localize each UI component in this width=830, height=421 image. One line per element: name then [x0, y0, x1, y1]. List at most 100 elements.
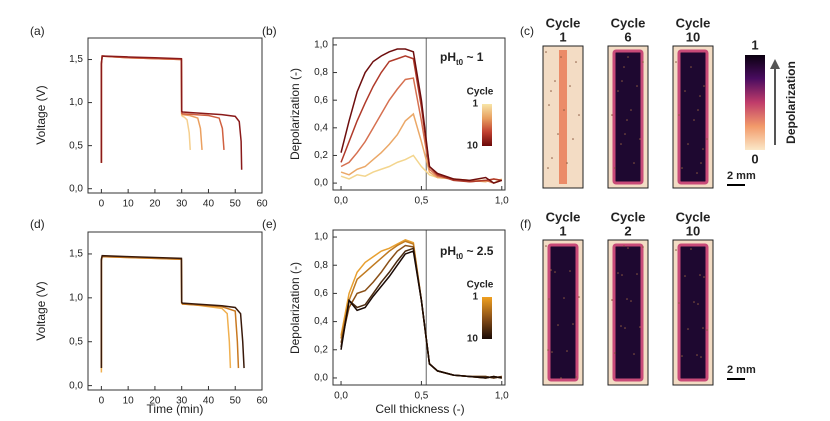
x-tick-label: 0,0 [334, 391, 348, 402]
image-depolarized [612, 49, 644, 185]
y-tick-label: 1,0 [69, 292, 83, 303]
image-speck [551, 157, 553, 159]
image-speck [687, 328, 689, 330]
column-title: Cycle [546, 15, 581, 30]
y-tick-label: 1,5 [69, 54, 83, 65]
image-speck [697, 109, 699, 111]
column-cycle: 1 [559, 29, 566, 44]
y-tick-label: 0,4 [314, 122, 328, 133]
image-speck [627, 247, 629, 249]
data-line [100, 55, 203, 163]
column-title: Cycle [676, 15, 711, 30]
x-tick-label: 0,5 [414, 196, 428, 207]
image-speck [560, 377, 562, 379]
image-speck [614, 167, 616, 169]
image-speck [681, 355, 683, 357]
image-speck [563, 297, 565, 299]
image-speck [572, 323, 574, 325]
image-speck [557, 133, 559, 135]
x-tick-label: 0,5 [414, 391, 428, 402]
y-tick-label: 1,5 [69, 249, 83, 260]
y-axis-label: Voltage (V) [34, 281, 48, 340]
image-speck [545, 51, 547, 53]
image-stripe [559, 50, 567, 184]
annotation-text: pH [440, 244, 456, 258]
x-tick-label: 10 [123, 396, 135, 407]
x-tick-label: 40 [203, 396, 215, 407]
image-speck [699, 95, 701, 97]
y-tick-label: 0,4 [314, 316, 328, 327]
image-speck [703, 85, 705, 87]
column-title: Cycle [676, 209, 711, 224]
image-speck [575, 61, 577, 63]
image-speck [623, 66, 625, 68]
image-speck [611, 299, 613, 301]
image-speck [678, 114, 680, 116]
plot-frame [87, 37, 263, 194]
column-title: Cycle [611, 15, 646, 30]
image-speck [681, 167, 683, 169]
colorbar [482, 297, 492, 339]
data-line [100, 255, 232, 373]
colorbar-tick-label: 10 [467, 334, 479, 345]
panel-label: (c) [520, 24, 534, 38]
image-speck [548, 298, 550, 300]
image-speck [621, 80, 623, 82]
y-tick-label: 0,6 [314, 288, 328, 299]
y-axis-label: Depolarization (-) [288, 68, 302, 160]
image-speck [578, 296, 580, 298]
image-speck [626, 298, 628, 300]
image-speck [563, 109, 565, 111]
colorbar-label: Depolarization [784, 61, 798, 144]
y-tick-label: 0,0 [69, 380, 83, 391]
y-tick-label: 1,0 [314, 40, 328, 51]
x-tick-label: 30 [176, 396, 188, 407]
colorbar-title: Cycle [467, 280, 494, 291]
image-speck [575, 376, 577, 378]
image-speck [693, 301, 695, 303]
x-tick-label: 20 [149, 396, 161, 407]
y-axis-label: Depolarization (-) [288, 262, 302, 354]
image-speck [617, 272, 619, 274]
image-speck [700, 162, 702, 164]
image-speck [690, 248, 692, 250]
annotation: pHt0 ~ 2.5 [440, 244, 494, 260]
image-speck [675, 249, 677, 251]
panel-label: (a) [30, 24, 45, 38]
image-speck [639, 326, 641, 328]
panel-label: (e) [262, 217, 277, 231]
image-speck [684, 90, 686, 92]
image-speck [620, 143, 622, 145]
x-tick-label: 30 [176, 199, 188, 210]
colorbar-tick-label: 1 [472, 292, 478, 303]
data-line [340, 250, 502, 379]
x-tick-label: 0 [99, 396, 105, 407]
data-line [340, 239, 502, 379]
image-speck [569, 270, 571, 272]
image-speck [557, 324, 559, 326]
image-speck [551, 351, 553, 353]
image-speck [614, 352, 616, 354]
scale-bar-label: 2 mm [727, 170, 756, 182]
x-tick-label: 60 [256, 199, 268, 210]
colorbar [482, 104, 492, 146]
image-speck [699, 274, 701, 276]
image-speck [547, 167, 549, 169]
image-speck [548, 104, 550, 106]
image-speck [687, 143, 689, 145]
image-speck [703, 276, 705, 278]
column-cycle: 2 [624, 223, 631, 238]
image-speck [626, 119, 628, 121]
annotation-subscript: t0 [456, 252, 464, 261]
y-tick-label: 0,0 [314, 373, 328, 384]
data-line [100, 254, 245, 369]
x-tick-label: 20 [149, 199, 161, 210]
y-tick-label: 0,5 [69, 336, 83, 347]
image-speck [630, 300, 632, 302]
x-tick-label: 0 [99, 199, 105, 210]
column-cycle: 10 [686, 29, 700, 44]
image-speck [620, 325, 622, 327]
image-depolarized [677, 49, 709, 185]
image-speck [611, 114, 613, 116]
image-speck [706, 329, 708, 331]
